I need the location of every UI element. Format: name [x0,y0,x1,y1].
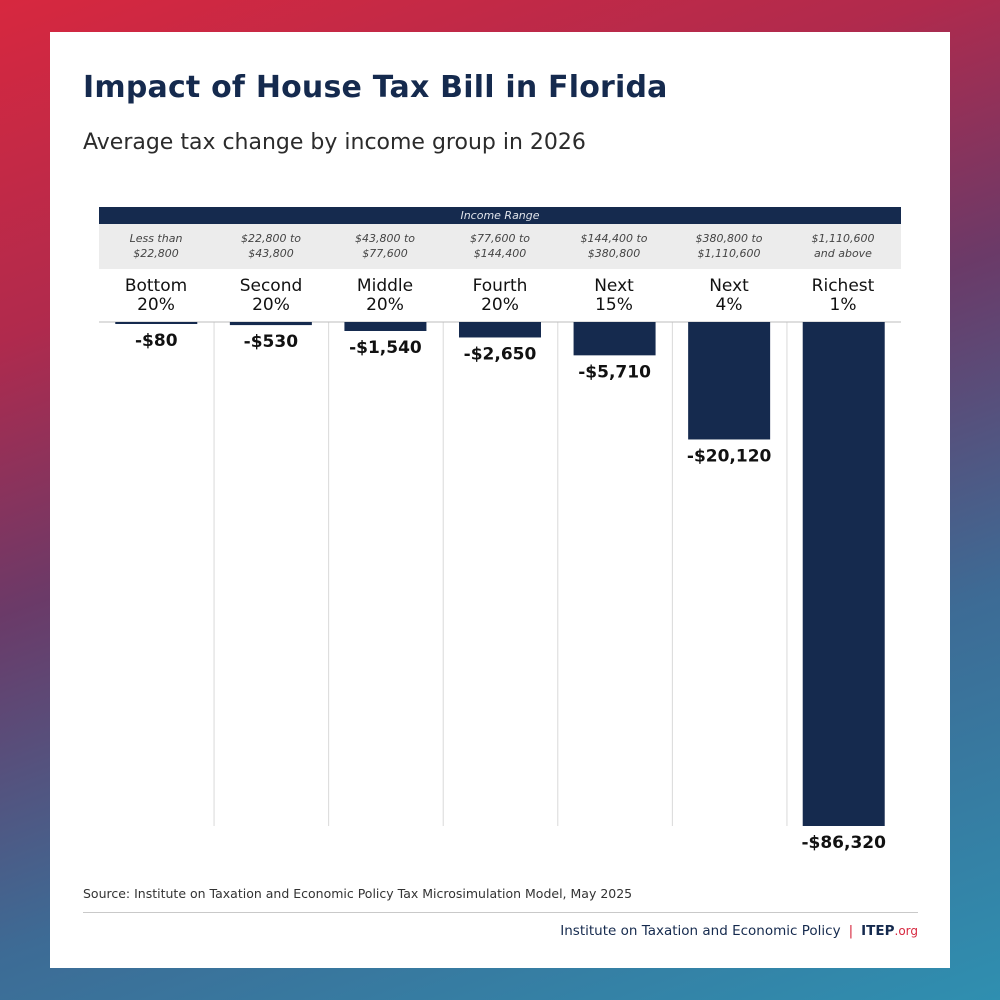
income-range-cell: $22,800 to $43,800 [240,232,302,260]
income-range-cell: $43,800 to $77,600 [354,232,416,260]
bar [229,322,312,326]
bar-value-label: -$5,710 [578,362,651,382]
source-note: Source: Institute on Taxation and Econom… [83,886,633,901]
footer-org-name: Institute on Taxation and Economic Polic… [560,923,841,939]
group-label-middle-20: Middle 20% [356,276,414,315]
group-label-next-4: Next 4% [709,276,749,315]
bar [573,322,656,356]
group-label-bottom-20: Bottom 20% [124,276,188,315]
group-label-fourth-20: Fourth 20% [472,276,528,315]
itep-logo[interactable]: ITEP [861,923,895,939]
bar-value-label: -$1,540 [349,338,422,358]
bar-value-label: -$2,650 [464,344,537,364]
income-range-cell: $380,800 to $1,110,600 [695,232,763,260]
bar-value-label: -$80 [135,331,178,351]
income-range-cell: $144,400 to $380,800 [580,232,648,260]
bar [459,322,541,338]
bar-value-label: -$530 [244,332,299,352]
bar [344,322,427,331]
group-label-richest-1: Richest 1% [811,276,875,315]
income-range-header: Income Range [99,207,901,224]
income-range-cell: Less than $22,800 [129,232,183,260]
income-range-cell: $77,600 to $144,400 [469,232,531,260]
footer-separator: | [848,923,854,939]
footer-divider [83,912,918,913]
income-range-cell: $1,110,600 and above [811,232,875,260]
bar-chart: -$80 -$530 -$1,540 -$2,650 -$5,710 -$20,120 -$… [50,32,950,968]
bar [688,322,771,440]
bar-value-label: -$86,320 [801,833,886,853]
group-label-next-15: Next 15% [594,276,634,315]
bar [115,322,198,324]
chart-card: Impact of House Tax Bill in Florida Aver… [50,32,950,968]
bar-value-label: -$20,120 [687,446,772,466]
bar [802,322,885,826]
footer-credit: Institute on Taxation and Economic Polic… [560,923,918,939]
itep-logo-suffix[interactable]: .org [894,924,919,938]
income-range-row: Less than $22,800 $22,800 to $43,800 $43,8… [99,224,901,269]
group-label-second-20: Second 20% [239,276,303,315]
chart-title: Impact of House Tax Bill in Florida [83,70,668,105]
chart-subtitle: Average tax change by income group in 20… [83,130,586,155]
bar-chart-svg: -$80 -$530 -$1,540 -$2,650 -$5,710 -$20,120 -$… [99,321,901,853]
